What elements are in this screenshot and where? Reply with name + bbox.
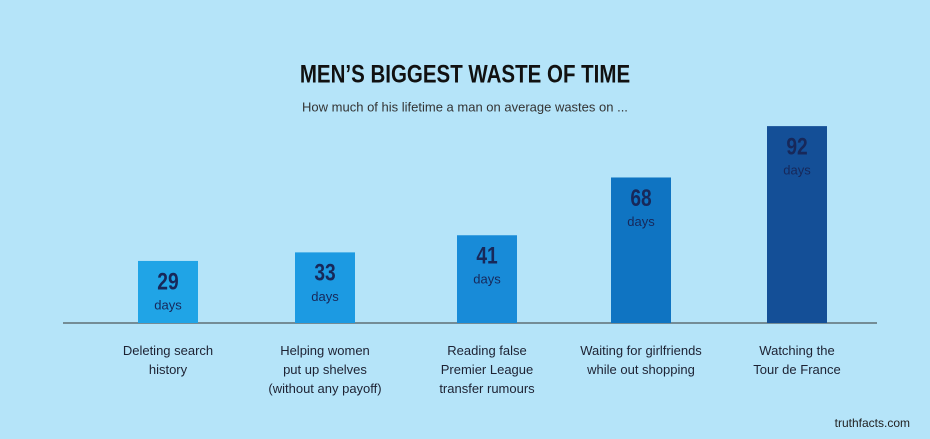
category-label: Waiting for girlfriends while out shoppin… — [580, 343, 702, 377]
bar — [295, 252, 355, 323]
category-label: Deleting search history — [123, 343, 213, 377]
category-label: Watching the Tour de France — [753, 343, 840, 377]
value-label: 33 — [314, 259, 335, 287]
bar — [767, 126, 827, 324]
source: truthfacts.com — [835, 416, 910, 430]
unit-label: days — [154, 297, 182, 312]
unit-label: days — [473, 272, 501, 287]
unit-label: days — [783, 163, 811, 178]
value-label: 68 — [630, 184, 651, 212]
chart-title: MEN’S BIGGEST WASTE OF TIME — [300, 60, 630, 88]
category-label: Reading false Premier League transfer rumo… — [439, 343, 535, 396]
category-label: Helping women put up shelves (without any … — [268, 343, 381, 396]
value-label: 92 — [786, 132, 807, 160]
value-label: 41 — [476, 242, 497, 270]
unit-label: days — [311, 289, 339, 304]
value-label: 29 — [157, 267, 178, 295]
bar — [611, 177, 671, 323]
chart-subtitle: How much of his lifetime a man on averag… — [302, 99, 628, 114]
bar — [138, 260, 198, 323]
bar — [457, 235, 517, 323]
unit-label: days — [627, 214, 655, 229]
